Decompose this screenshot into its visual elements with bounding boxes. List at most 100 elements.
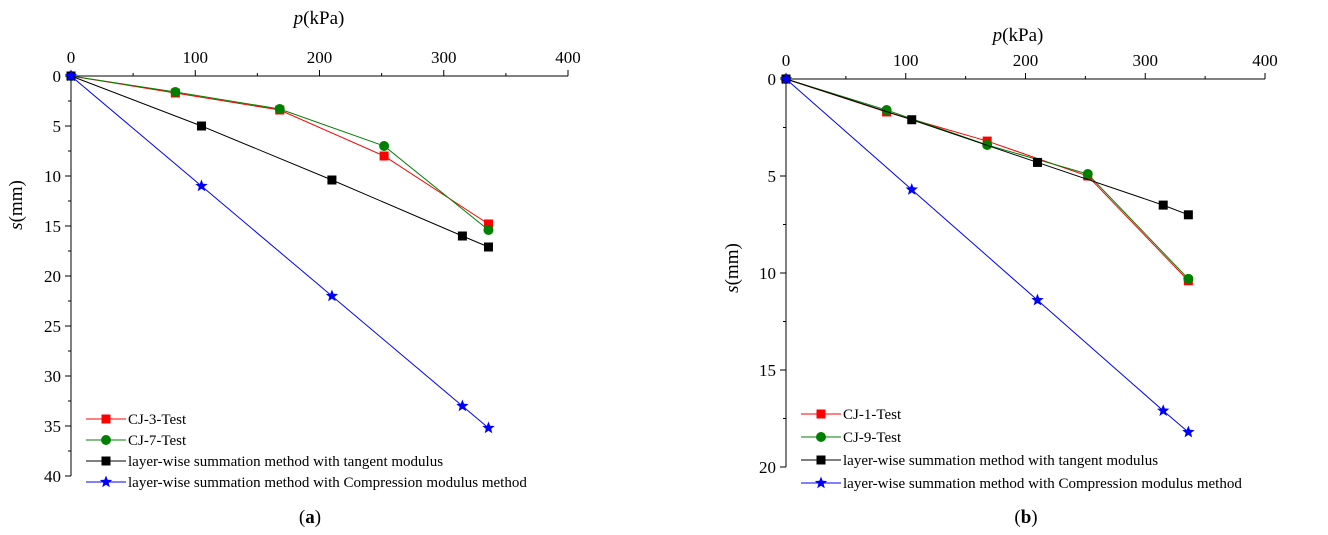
series-4 [779, 72, 1195, 438]
y-axis-title-unit: (mm) [6, 180, 27, 222]
legend-label: layer-wise summation method with tangent… [843, 453, 1158, 469]
data-point [1157, 404, 1170, 416]
x-tick-label: 300 [431, 48, 457, 67]
data-point [379, 141, 390, 151]
series-1 [781, 74, 1193, 286]
chart-panel-b: 0 100 200 300 400 0 5 10 15 20 p(kPa) s(mm) CJ-1-Tes… [722, 25, 1278, 528]
data-point [456, 399, 469, 412]
caption-close: ) [315, 507, 321, 528]
x-tick-label: 0 [67, 48, 76, 67]
data-point [779, 72, 793, 85]
data-point [1183, 210, 1193, 220]
y-tick-label: 15 [759, 361, 776, 380]
series-line [70, 75, 489, 225]
y-tick-label: 40 [44, 467, 61, 486]
y-tick-label: 25 [44, 317, 61, 336]
y-tick-label: 10 [44, 167, 61, 186]
y-axis-title-var: s [6, 222, 27, 229]
legend-label: layer-wise summation method with Compres… [128, 475, 527, 491]
legend-marker [814, 476, 828, 489]
data-point [274, 104, 285, 114]
y-tick-label: 0 [768, 70, 777, 89]
series-line [785, 78, 1189, 282]
x-tick-label: 400 [1252, 51, 1278, 70]
data-point [64, 69, 78, 82]
legend-marker [101, 435, 111, 445]
legend-label: CJ-3-Test [128, 412, 187, 428]
caption-letter: b [1021, 507, 1032, 528]
y-tick-label: 0 [53, 67, 62, 86]
legend-label: CJ-9-Test [843, 430, 902, 446]
x-tick-label: 400 [555, 48, 581, 67]
legend-marker [816, 432, 826, 442]
legend-label: layer-wise summation method with tangent… [128, 454, 443, 470]
series-2 [66, 71, 494, 235]
legend-label: CJ-1-Test [843, 407, 902, 423]
data-point [483, 242, 493, 252]
x-axis-title-var: p [991, 25, 1003, 46]
legend-marker [101, 456, 111, 466]
series-line [70, 75, 489, 248]
y-axis-title-var: s [722, 285, 743, 292]
series-line [785, 78, 1189, 280]
y-tick-label: 35 [44, 417, 61, 436]
x-tick-label: 0 [782, 51, 791, 70]
data-point [482, 421, 495, 434]
chart-panel-a: 0 100 200 300 400 0 5 10 15 20 25 30 35 40 p(kPa) s(mm)… [6, 8, 581, 528]
panel-caption: (b) [1014, 507, 1037, 528]
data-point [1182, 425, 1195, 438]
series-line [785, 78, 1189, 433]
data-point [325, 289, 339, 302]
panel-caption: (a) [299, 507, 321, 528]
data-point [457, 231, 467, 241]
data-point [1158, 200, 1168, 210]
y-axis-title: s(mm) [722, 243, 743, 293]
legend-label: CJ-7-Test [128, 433, 187, 449]
series-4 [64, 69, 495, 434]
x-tick-label: 300 [1133, 51, 1159, 70]
y-tick-label: 5 [768, 167, 777, 186]
x-axis-title: p(kPa) [292, 8, 345, 29]
legend: CJ-3-Test CJ-7-Test layer-wise summation m… [86, 412, 527, 491]
y-axis-title: s(mm) [6, 180, 27, 230]
x-tick-label: 200 [307, 48, 333, 67]
series-3 [66, 71, 493, 252]
data-point [1031, 293, 1044, 306]
x-axis-title-var: p [292, 8, 304, 29]
y-tick-label: 20 [44, 267, 61, 286]
y-tick-label: 20 [759, 458, 776, 477]
data-point [1082, 169, 1093, 180]
series-line [70, 75, 489, 231]
y-tick-label: 15 [44, 217, 61, 236]
series-2 [781, 74, 1194, 284]
data-point [1183, 273, 1194, 284]
x-tick-label: 100 [893, 51, 919, 70]
data-point [483, 219, 493, 229]
data-point [170, 87, 181, 97]
data-point [195, 179, 208, 192]
caption-close: ) [1031, 507, 1037, 528]
data-point [1032, 157, 1042, 167]
y-tick-label: 10 [759, 264, 776, 283]
x-axis-title-unit: (kPa) [1002, 25, 1043, 46]
legend-marker [101, 414, 111, 424]
legend: CJ-1-Test CJ-9-Test layer-wise summation m… [801, 407, 1242, 492]
y-tick-label: 5 [53, 117, 62, 136]
data-point [483, 225, 494, 235]
data-point [907, 115, 917, 125]
x-tick-label: 100 [183, 48, 209, 67]
legend-marker [816, 409, 826, 419]
y-tick-label: 30 [44, 367, 61, 386]
data-point [196, 121, 206, 131]
caption-open: ( [1014, 507, 1020, 528]
legend-marker [99, 475, 113, 488]
x-tick-label: 200 [1013, 51, 1039, 70]
data-point [905, 183, 918, 195]
data-point [379, 151, 389, 161]
caption-letter: a [305, 507, 315, 528]
legend-marker [816, 455, 826, 465]
caption-open: ( [299, 507, 305, 528]
x-axis-title-unit: (kPa) [303, 8, 344, 29]
y-axis-title-unit: (mm) [722, 243, 743, 285]
